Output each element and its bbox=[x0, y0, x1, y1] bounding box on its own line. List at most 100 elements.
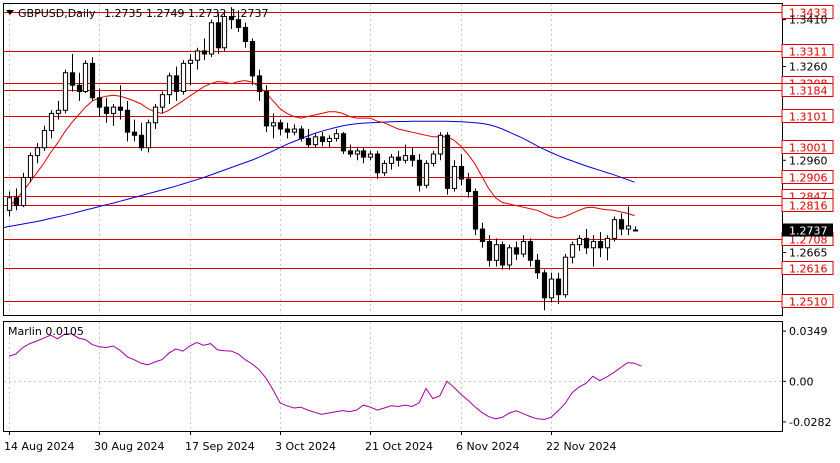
candle bbox=[625, 206, 632, 236]
candle-body-bearish bbox=[256, 75, 263, 93]
candle bbox=[173, 66, 180, 101]
level-label-box bbox=[781, 261, 834, 275]
level-label-box bbox=[781, 294, 834, 308]
candle-body-bullish bbox=[6, 197, 13, 211]
candle bbox=[506, 244, 513, 270]
candle bbox=[117, 85, 124, 120]
candle-body-bullish bbox=[291, 128, 298, 133]
candle bbox=[277, 119, 284, 136]
candle-body-bullish bbox=[402, 155, 409, 161]
time-tick-label: 3 Oct 2024 bbox=[275, 440, 336, 453]
candle-body-bullish bbox=[82, 62, 89, 93]
candle-body-bearish bbox=[360, 150, 367, 158]
candle bbox=[6, 191, 13, 217]
marlin-oscillator bbox=[8, 333, 642, 421]
candle-body-bearish bbox=[597, 241, 604, 249]
candle-body-bearish bbox=[541, 272, 548, 299]
collapse-triangle-icon[interactable] bbox=[6, 10, 14, 15]
level-label: 1.2616 bbox=[789, 263, 828, 276]
candle bbox=[520, 235, 527, 258]
candle bbox=[319, 132, 326, 147]
candle-body-bearish bbox=[117, 106, 124, 111]
candle bbox=[513, 241, 520, 261]
candle-body-bearish bbox=[96, 97, 103, 108]
candle-body-bullish bbox=[520, 241, 527, 255]
marlin-line bbox=[8, 333, 642, 421]
candle-body-bullish bbox=[381, 162, 388, 174]
candle-body-bullish bbox=[625, 225, 632, 230]
candle bbox=[409, 147, 416, 167]
candle-body-bearish bbox=[173, 75, 180, 93]
candle-body-bearish bbox=[215, 22, 222, 49]
candle bbox=[103, 97, 110, 123]
candle bbox=[298, 125, 305, 142]
candlesticks bbox=[6, 7, 639, 311]
candle-body-bearish bbox=[228, 16, 235, 21]
candle-body-bullish bbox=[208, 22, 215, 55]
candle-body-bearish bbox=[201, 50, 208, 55]
candle bbox=[611, 216, 618, 242]
level-label: 1.2708 bbox=[789, 234, 828, 247]
indicator-panel-frame bbox=[3, 321, 783, 432]
candle-body-bullish bbox=[493, 244, 500, 261]
candle-body-bullish bbox=[632, 229, 639, 232]
candle bbox=[548, 272, 555, 303]
candle bbox=[347, 144, 354, 158]
candle-body-bullish bbox=[34, 147, 41, 157]
level-label-box bbox=[781, 170, 834, 184]
candle bbox=[82, 60, 89, 94]
fast-moving-average-line bbox=[8, 80, 635, 219]
candle bbox=[131, 119, 138, 142]
candle bbox=[235, 10, 242, 33]
candle bbox=[34, 143, 41, 164]
time-tick-label: 6 Nov 2024 bbox=[456, 440, 519, 453]
candle-body-bearish bbox=[513, 247, 520, 255]
candle-body-bearish bbox=[555, 278, 562, 296]
candle-body-bearish bbox=[444, 134, 451, 189]
candle bbox=[201, 38, 208, 61]
candle-body-bullish bbox=[611, 219, 618, 239]
candle bbox=[48, 110, 55, 139]
candle-body-bearish bbox=[479, 228, 486, 243]
candle bbox=[499, 241, 506, 270]
candle-body-bearish bbox=[242, 26, 249, 43]
candle bbox=[124, 100, 131, 142]
candle bbox=[41, 125, 48, 151]
candle bbox=[228, 7, 235, 30]
candle bbox=[597, 232, 604, 258]
candle bbox=[333, 129, 340, 142]
price-tick-label: 1.2960 bbox=[789, 154, 828, 167]
indicator-tick-label: -0.0282 bbox=[789, 416, 831, 429]
candle bbox=[145, 119, 152, 153]
level-label: 1.3184 bbox=[789, 85, 828, 98]
candle-body-bearish bbox=[458, 166, 465, 180]
candle-body-bullish bbox=[437, 134, 444, 155]
level-label: 1.2816 bbox=[789, 200, 828, 213]
candle bbox=[159, 91, 166, 114]
candle bbox=[395, 150, 402, 167]
candle bbox=[590, 235, 597, 267]
candle-body-bearish bbox=[263, 91, 270, 127]
level-label: 1.3101 bbox=[789, 111, 828, 124]
candle bbox=[374, 150, 381, 180]
chart-ohlc: 1.2735 1.2749 1.2732 1.2737 bbox=[104, 7, 268, 20]
candle-body-bearish bbox=[465, 178, 472, 193]
candle bbox=[416, 154, 423, 192]
candle-body-bullish bbox=[145, 122, 152, 149]
candle bbox=[69, 54, 76, 92]
candle bbox=[604, 235, 611, 261]
candle bbox=[20, 172, 27, 208]
candle bbox=[187, 54, 194, 86]
candle bbox=[284, 122, 291, 139]
candle-body-bullish bbox=[576, 237, 583, 246]
candle-body-bearish bbox=[618, 219, 625, 230]
candle-body-bullish bbox=[180, 62, 187, 93]
candle bbox=[381, 160, 388, 176]
candle bbox=[562, 254, 569, 298]
candle-body-bearish bbox=[583, 237, 590, 249]
indicator-tick-label: 0.00 bbox=[789, 375, 814, 388]
candle bbox=[55, 100, 62, 120]
candle bbox=[242, 22, 249, 48]
